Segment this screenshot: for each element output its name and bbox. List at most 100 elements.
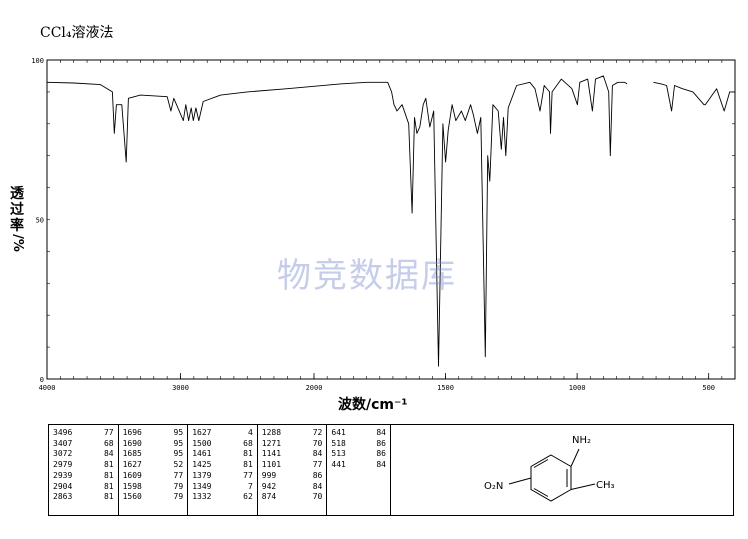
peak-row: 1609 77 <box>119 471 188 482</box>
peak-table: 3496 77 3407 68 3072 84 2979 81 2939 81 2904 81 2863… <box>48 424 391 516</box>
peak-transmittance: 70 <box>312 492 323 502</box>
peak-transmittance: 79 <box>173 481 184 491</box>
watermark-text: 物竞数据库 <box>277 256 457 296</box>
peak-transmittance: 77 <box>243 470 253 480</box>
peak-row: 1696 95 <box>119 428 188 439</box>
peak-transmittance: 62 <box>243 492 253 502</box>
amino-group-label: NH₂ <box>572 435 591 446</box>
x-tick-label: 3000 <box>172 384 189 392</box>
peak-row: 874 70 <box>258 492 327 503</box>
peak-transmittance: 95 <box>173 438 184 448</box>
peak-wavenumber: 1288 <box>261 428 282 437</box>
peak-wavenumber: 1425 <box>192 460 212 470</box>
x-tick-label: 4000 <box>39 384 56 392</box>
peak-row: 1425 81 <box>188 460 257 471</box>
peak-transmittance: 72 <box>312 428 323 437</box>
peak-wavenumber: 1379 <box>192 470 212 480</box>
peak-wavenumber: 2863 <box>53 492 73 502</box>
y-tick-label: 0 <box>40 376 44 384</box>
peak-wavenumber: 2939 <box>53 470 73 480</box>
peak-wavenumber: 1141 <box>261 449 282 459</box>
peak-wavenumber: 3407 <box>53 438 73 448</box>
x-tick-label: 500 <box>702 384 715 392</box>
y-tick-label: 50 <box>36 217 44 225</box>
peak-transmittance: 86 <box>376 449 386 459</box>
y-tick-label: 100 <box>31 57 44 65</box>
spectrum-trace-2 <box>653 81 735 112</box>
peak-transmittance: 70 <box>312 438 323 448</box>
peak-wavenumber: 513 <box>331 449 346 459</box>
peak-wavenumber: 1349 <box>192 481 212 491</box>
plot-frame <box>46 59 736 380</box>
peak-transmittance: 81 <box>103 470 114 480</box>
peak-row: 942 84 <box>258 482 327 493</box>
peak-row: 3072 84 <box>49 449 118 460</box>
peak-row: 3496 77 <box>49 428 118 439</box>
peak-row: 999 86 <box>258 471 327 482</box>
peak-transmittance: 84 <box>103 449 114 459</box>
peak-row: 1627 4 <box>188 428 257 439</box>
peak-row: 641 84 <box>327 428 390 439</box>
peak-wavenumber: 1101 <box>261 460 282 470</box>
peak-wavenumber: 518 <box>331 438 346 448</box>
peak-wavenumber: 1500 <box>192 438 212 448</box>
peak-column: 3496 77 3407 68 3072 84 2979 81 2939 81 2904 81 2863… <box>49 425 119 515</box>
peak-transmittance: 77 <box>103 428 114 437</box>
peak-wavenumber: 2979 <box>53 460 73 470</box>
peak-row: 1101 77 <box>258 460 327 471</box>
peak-transmittance: 84 <box>376 428 386 437</box>
x-tick-label: 1000 <box>569 384 586 392</box>
peak-row: 1141 84 <box>258 449 327 460</box>
peak-row: 1349 7 <box>188 482 257 493</box>
peak-wavenumber: 2904 <box>53 481 73 491</box>
peak-transmittance: 81 <box>243 449 253 459</box>
peak-wavenumber: 1627 <box>122 460 142 470</box>
peak-transmittance: 84 <box>312 449 323 459</box>
peak-transmittance: 4 <box>247 428 253 437</box>
peak-transmittance: 86 <box>376 438 386 448</box>
peak-row: 2863 81 <box>49 492 118 503</box>
peak-transmittance: 81 <box>103 460 114 470</box>
ir-spectrum-chart: 4000 3000 2000 1500 1000 500 0 50 100 <box>31 57 736 392</box>
peak-wavenumber: 999 <box>261 470 277 480</box>
peak-transmittance: 52 <box>173 460 184 470</box>
peak-transmittance: 84 <box>312 481 323 491</box>
peak-wavenumber: 441 <box>331 460 346 470</box>
methyl-group-label: CH₃ <box>596 480 615 491</box>
spectrum-trace-1 <box>46 75 628 367</box>
peak-row: 1685 95 <box>119 449 188 460</box>
peak-transmittance: 7 <box>247 481 253 491</box>
peak-wavenumber: 1598 <box>122 481 142 491</box>
peak-column: 1696 95 1690 95 1685 95 1627 52 1609 77 1598 79 1560… <box>119 425 189 515</box>
peak-row: 1598 79 <box>119 482 188 493</box>
peak-wavenumber: 1690 <box>122 438 142 448</box>
peak-transmittance: 77 <box>173 470 184 480</box>
peak-row: 2979 81 <box>49 460 118 471</box>
spectrum-method-title: CCl₄溶液法 <box>40 25 114 41</box>
x-tick-label: 1500 <box>437 384 454 392</box>
peak-row: 2939 81 <box>49 471 118 482</box>
nitro-group-label: O₂N <box>484 481 503 492</box>
peak-row: 1690 95 <box>119 439 188 450</box>
peak-transmittance: 77 <box>312 460 323 470</box>
peak-transmittance: 81 <box>243 460 253 470</box>
peak-wavenumber: 3072 <box>53 449 73 459</box>
peak-wavenumber: 1560 <box>122 492 142 502</box>
peak-row: 1271 70 <box>258 439 327 450</box>
peak-row: 1461 81 <box>188 449 257 460</box>
peak-row: 513 86 <box>327 449 390 460</box>
molecule-structure-diagram: NH₂ O₂N CH₃ <box>484 435 615 502</box>
peak-row: 518 86 <box>327 439 390 450</box>
peak-row: 441 84 <box>327 460 390 471</box>
peak-row: 1560 79 <box>119 492 188 503</box>
peak-transmittance: 86 <box>312 470 323 480</box>
peak-wavenumber: 942 <box>261 481 277 491</box>
peak-row: 3407 68 <box>49 439 118 450</box>
peak-transmittance: 81 <box>103 481 114 491</box>
molecule-structure-panel: NH₂ O₂N CH₃ <box>391 424 734 516</box>
peak-row: 1627 52 <box>119 460 188 471</box>
peak-column: 641 84 518 86 513 86 441 84 <box>327 425 390 515</box>
peak-row: 1332 62 <box>188 492 257 503</box>
peak-row: 1500 68 <box>188 439 257 450</box>
peak-transmittance: 95 <box>173 428 184 437</box>
